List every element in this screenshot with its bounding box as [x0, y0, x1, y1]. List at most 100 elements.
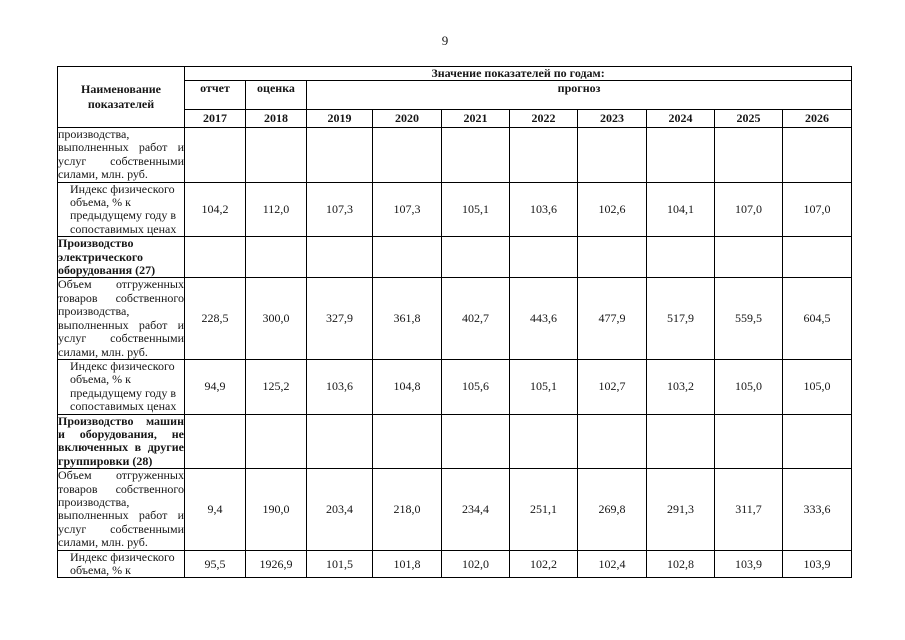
label-line: производства, — [58, 304, 130, 319]
label-line: сопоставимых ценах — [70, 221, 177, 236]
label-line: выполненных работ и — [58, 140, 184, 155]
table-body: производства, выполненных работ и услуг со… — [57, 127, 853, 579]
value-cell — [714, 413, 783, 470]
value-cell: 234,4 — [441, 468, 510, 551]
year-header-2026: 2026 — [781, 109, 853, 128]
year-header-2020: 2020 — [372, 109, 442, 128]
value-cell — [245, 127, 307, 183]
value-cell: 1926,9 — [245, 549, 307, 579]
value-cell — [306, 236, 373, 279]
value-cell: 94,9 — [184, 358, 246, 415]
label-line: услуг собственными — [58, 331, 184, 346]
value-cell: 107,0 — [781, 181, 853, 238]
value-cell: 361,8 — [372, 277, 442, 360]
label-line: силами, млн. руб. — [58, 535, 148, 550]
header-estimate: оценка — [245, 80, 307, 110]
value-cell — [372, 236, 442, 279]
label-line: группировки (28) — [58, 453, 153, 468]
value-cell: 112,0 — [245, 181, 307, 238]
table-header: Наименование показателей Значение показа… — [57, 66, 853, 128]
value-cell — [577, 413, 647, 470]
label-line: объема, % к — [70, 563, 132, 577]
indicator-label: производства, выполненных работ и услуг со… — [57, 127, 185, 183]
label-line: услуг собственными — [58, 153, 184, 168]
label-line: предыдущему году в — [70, 385, 177, 400]
value-cell: 477,9 — [577, 277, 647, 360]
header-report: отчет — [184, 80, 246, 110]
value-cell — [441, 413, 510, 470]
value-cell: 228,5 — [184, 277, 246, 360]
label-line: производства, — [58, 494, 130, 509]
value-cell — [781, 127, 853, 183]
label-line: объема, % к — [70, 372, 132, 387]
value-cell: 107,0 — [714, 181, 783, 238]
value-cell: 107,3 — [372, 181, 442, 238]
value-cell: 105,6 — [441, 358, 510, 415]
value-cell — [245, 236, 307, 279]
label-line: выполненных работ и — [58, 317, 184, 332]
header-row-title: Наименование показателей Значение показа… — [57, 66, 853, 128]
year-header-2021: 2021 — [441, 109, 510, 128]
label-line: и оборудования, не — [58, 426, 184, 441]
value-cell: 104,1 — [646, 181, 715, 238]
indicator-label: Объем отгруженных товаров собственного про… — [57, 468, 185, 551]
value-cell — [441, 127, 510, 183]
table-row: Производство машин и оборудования, не вклю… — [57, 413, 853, 470]
value-cell — [184, 127, 246, 183]
label-line: оборудования (27) — [58, 263, 156, 278]
indicator-label: Индекс физического объема, % к предыдущему… — [57, 358, 185, 415]
value-cell: 103,6 — [306, 358, 373, 415]
value-cell — [577, 236, 647, 279]
value-cell: 291,3 — [646, 468, 715, 551]
year-header-2022: 2022 — [509, 109, 578, 128]
year-header-2023: 2023 — [577, 109, 647, 128]
value-cell — [714, 127, 783, 183]
table-row: производства, выполненных работ и услуг со… — [57, 127, 853, 183]
value-cell: 218,0 — [372, 468, 442, 551]
value-cell: 103,9 — [781, 549, 853, 579]
value-cell — [245, 413, 307, 470]
value-cell: 333,6 — [781, 468, 853, 551]
label-line: товаров собственного — [58, 290, 184, 305]
value-cell: 105,0 — [714, 358, 783, 415]
value-cell — [646, 413, 715, 470]
header-indicator-name: Наименование показателей — [57, 66, 185, 128]
label-line: Производство — [58, 236, 134, 251]
value-cell — [509, 236, 578, 279]
value-cell: 103,2 — [646, 358, 715, 415]
indicator-label: Объем отгруженных товаров собственного про… — [57, 277, 185, 360]
value-cell — [577, 127, 647, 183]
label-line: производства, — [58, 127, 130, 141]
label-line: Производство машин — [58, 414, 184, 428]
table-row: Объем отгруженных товаров собственного про… — [57, 277, 853, 360]
value-cell: 101,5 — [306, 549, 373, 579]
value-cell: 102,4 — [577, 549, 647, 579]
value-cell: 559,5 — [714, 277, 783, 360]
value-cell — [646, 236, 715, 279]
table-row: Индекс физического объема, % к предыдущему… — [57, 358, 853, 415]
table-row: Производство электрического оборудования (… — [57, 236, 853, 279]
value-cell: 105,0 — [781, 358, 853, 415]
value-cell — [714, 236, 783, 279]
header-forecast: прогноз — [305, 80, 853, 110]
value-cell: 190,0 — [245, 468, 307, 551]
header-values-by-years: Значение показателей по годам: — [183, 66, 853, 81]
indicator-label: Индекс физического объема, % к — [57, 549, 185, 579]
value-cell: 9,4 — [184, 468, 246, 551]
year-header-2025: 2025 — [714, 109, 783, 128]
value-cell: 269,8 — [577, 468, 647, 551]
indicator-label: Индекс физического объема, % к предыдущему… — [57, 181, 185, 238]
indicators-table: Наименование показателей Значение показа… — [57, 66, 853, 579]
value-cell: 107,3 — [306, 181, 373, 238]
label-line: сопоставимых ценах — [70, 399, 177, 414]
year-header-2019: 2019 — [306, 109, 373, 128]
value-cell — [306, 413, 373, 470]
label-line: электрического — [58, 249, 144, 264]
value-cell — [441, 236, 510, 279]
value-cell: 105,1 — [441, 181, 510, 238]
year-header-2024: 2024 — [646, 109, 715, 128]
value-cell: 443,6 — [509, 277, 578, 360]
label-line: силами, млн. руб. — [58, 344, 148, 359]
value-cell — [184, 413, 246, 470]
